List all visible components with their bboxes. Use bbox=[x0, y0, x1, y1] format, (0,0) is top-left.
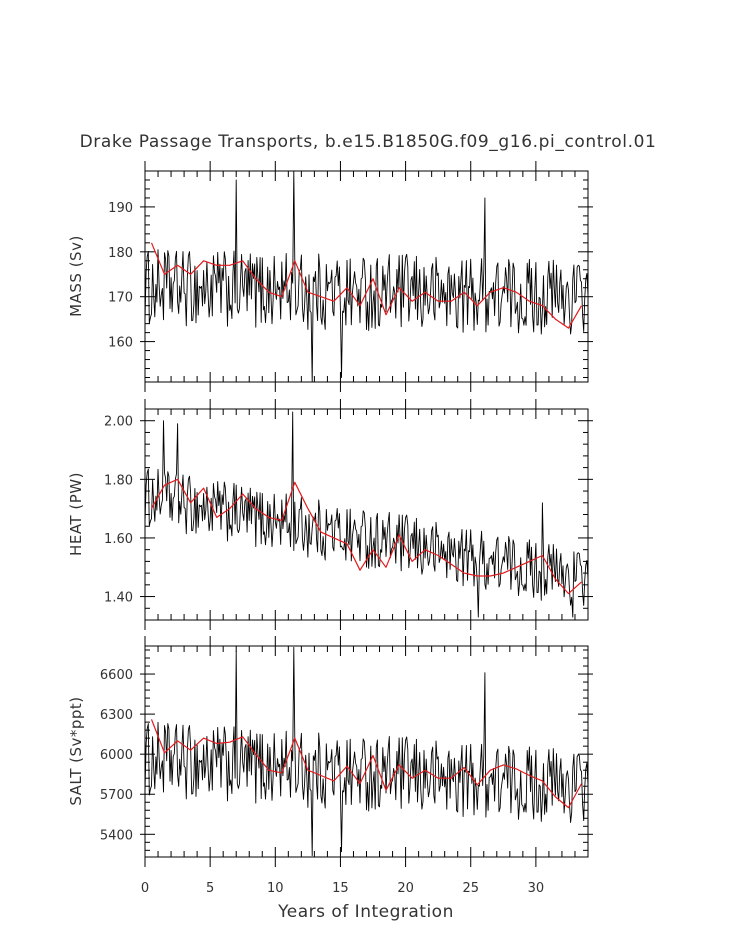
salt-y-axis-label: SALT (Sv*ppt) bbox=[67, 696, 85, 805]
mass-y-axis-label: MASS (Sv) bbox=[67, 235, 85, 317]
x-tick-label: 30 bbox=[528, 881, 545, 896]
mass-y-tick-label: 190 bbox=[108, 201, 133, 216]
heat-y-tick-label: 1.40 bbox=[104, 591, 133, 606]
x-tick-label: 0 bbox=[141, 881, 149, 896]
chart-title: Drake Passage Transports, b.e15.B1850G.f… bbox=[80, 132, 657, 152]
mass-series bbox=[144, 170, 589, 383]
heat-annual-mean-line bbox=[150, 478, 582, 595]
heat-y-tick-label: 1.80 bbox=[104, 473, 133, 488]
x-tick-label: 10 bbox=[267, 881, 284, 896]
mass-y-tick-label: 180 bbox=[108, 246, 133, 261]
mass-panel: 160 170 180 190 MASS (Sv) bbox=[67, 161, 593, 392]
x-tick-label: 15 bbox=[332, 881, 349, 896]
x-axis-label: Years of Integration bbox=[277, 902, 454, 922]
heat-y-tick-label: 2.00 bbox=[104, 415, 133, 430]
heat-y-tick-label: 1.60 bbox=[104, 532, 133, 547]
salt-panel: 5400 5700 6000 6300 6600 0 5 10 15 20 25 30 SALT (S… bbox=[67, 636, 593, 896]
heat-panel: 1.40 1.60 1.80 2.00 HEAT (PW) bbox=[67, 399, 593, 630]
salt-monthly-line bbox=[144, 646, 589, 857]
mass-monthly-line bbox=[144, 170, 589, 383]
salt-y-tick-label: 6300 bbox=[100, 708, 133, 723]
mass-y-tick-label: 170 bbox=[108, 291, 133, 306]
salt-y-tick-label: 5700 bbox=[100, 788, 133, 803]
salt-series bbox=[144, 646, 589, 857]
salt-annual-mean-line bbox=[150, 719, 583, 809]
heat-y-axis-label: HEAT (PW) bbox=[67, 472, 85, 556]
x-tick-label: 5 bbox=[206, 881, 214, 896]
salt-y-tick-label: 6000 bbox=[100, 748, 133, 763]
x-tick-label: 20 bbox=[397, 881, 414, 896]
salt-y-tick-label: 6600 bbox=[100, 668, 133, 683]
heat-ticks: 1.40 1.60 1.80 2.00 bbox=[104, 399, 593, 630]
mass-ticks: 160 170 180 190 bbox=[108, 161, 593, 392]
heat-monthly-line bbox=[144, 411, 589, 618]
mass-annual-mean-line bbox=[150, 242, 583, 329]
mass-y-tick-label: 160 bbox=[108, 336, 133, 351]
x-tick-label: 25 bbox=[462, 881, 479, 896]
salt-ticks: 5400 5700 6000 6300 6600 0 5 10 15 20 25 30 bbox=[100, 636, 593, 896]
salt-y-tick-label: 5400 bbox=[100, 828, 133, 843]
heat-series bbox=[144, 411, 589, 618]
